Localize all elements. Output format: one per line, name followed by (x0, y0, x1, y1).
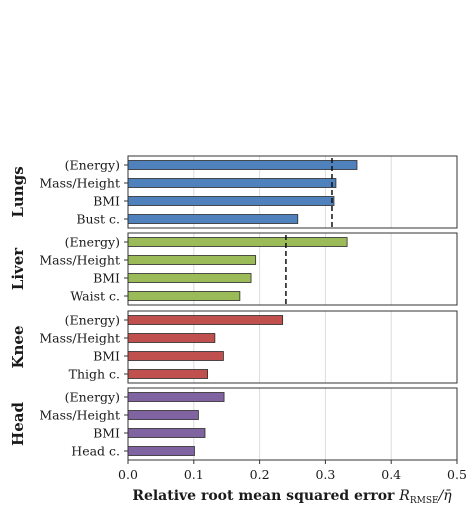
bar (127, 351, 224, 361)
bar (127, 392, 225, 402)
category-label: BMI (93, 349, 120, 364)
organ-label: Knee (9, 325, 27, 368)
x-tick-label: 0.2 (250, 467, 270, 482)
bar (127, 315, 284, 325)
panel-frame (127, 387, 458, 461)
panel-knee: (Energy) Mass/Height BMI Thigh c. Knee (9, 310, 458, 384)
bar (127, 237, 348, 247)
x-tick-label: 0.5 (447, 467, 467, 482)
category-label: (Energy) (65, 390, 120, 405)
organ-label: Head (9, 402, 27, 446)
panel-frame (127, 310, 458, 384)
category-label: Mass/Height (39, 176, 120, 191)
bar (127, 333, 216, 343)
category-label: BMI (93, 194, 120, 209)
category-label: Thigh c. (69, 367, 120, 382)
category-label: Bust c. (76, 212, 120, 227)
x-tick-label: 0.4 (381, 467, 401, 482)
category-label: Waist c. (70, 289, 120, 304)
category-label: Mass/Height (39, 408, 120, 423)
panel-lungs: (Energy) Mass/Height BMI Bust c. Lungs (9, 155, 458, 229)
bar (127, 214, 299, 224)
category-label: (Energy) (65, 235, 120, 250)
bar (127, 369, 209, 379)
category-label: (Energy) (65, 158, 120, 173)
bar (127, 410, 199, 420)
bar (127, 428, 206, 438)
bar (127, 178, 337, 188)
organ-label: Lungs (9, 166, 27, 217)
panel-frame (127, 155, 458, 229)
category-label: BMI (93, 271, 120, 286)
x-axis-label: Relative root mean squared error RRMSE/η… (132, 488, 452, 506)
bar (127, 160, 358, 170)
panel-frame (127, 232, 458, 306)
panel-liver: (Energy) Mass/Height BMI Waist c. Liver (9, 232, 458, 306)
category-label: (Energy) (65, 313, 120, 328)
category-label: Mass/Height (39, 331, 120, 346)
x-tick-label: 0.3 (315, 467, 335, 482)
x-tick-label: 0.1 (184, 467, 204, 482)
panel-head: (Energy) Mass/Height BMI Head c. Head (9, 387, 458, 461)
category-label: Mass/Height (39, 253, 120, 268)
organ-label: Liver (9, 247, 27, 291)
bar (127, 291, 241, 301)
x-axis: 0.0 0.1 0.2 0.3 0.4 0.5 (118, 460, 467, 482)
category-label: Head c. (71, 444, 120, 459)
bar (127, 196, 335, 206)
bar (127, 255, 257, 265)
x-tick-label: 0.0 (118, 467, 138, 482)
bar (127, 446, 195, 456)
bar (127, 273, 252, 283)
category-label: BMI (93, 426, 120, 441)
